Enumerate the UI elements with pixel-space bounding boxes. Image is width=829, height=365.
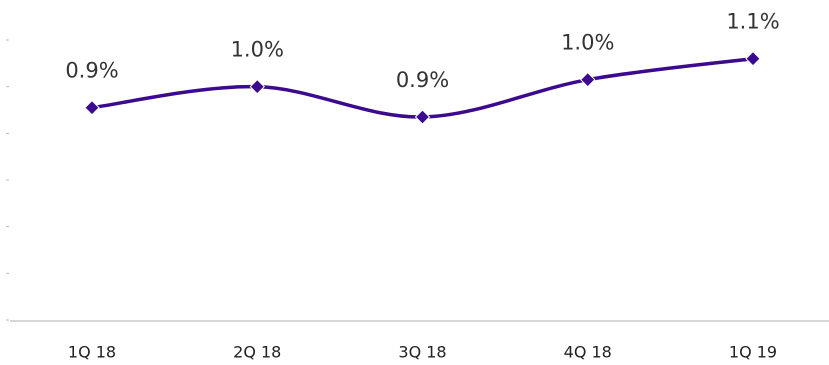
marker — [249, 78, 265, 95]
x-tick-label: 2Q 18 — [233, 343, 281, 362]
marker — [84, 99, 100, 116]
marker — [745, 50, 761, 67]
marker — [580, 71, 596, 88]
x-tick-label: 1Q 18 — [68, 343, 116, 362]
marker — [414, 109, 431, 125]
value-label: 0.9% — [65, 59, 118, 83]
x-tick-label: 3Q 18 — [398, 343, 446, 362]
x-tick-label: 1Q 19 — [729, 343, 777, 362]
value-label: 1.0% — [561, 31, 614, 55]
value-label: 1.0% — [231, 38, 284, 62]
value-label: 0.9% — [396, 68, 449, 92]
x-tick-label: 4Q 18 — [564, 343, 612, 362]
value-label: 1.1% — [726, 10, 779, 34]
